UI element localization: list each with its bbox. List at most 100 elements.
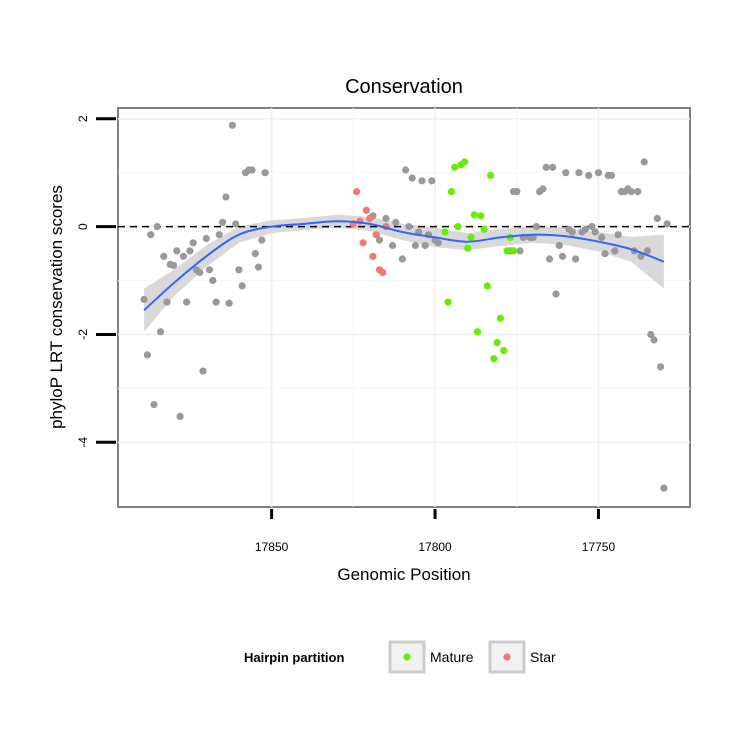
point-mature: [467, 233, 475, 241]
point-mature: [493, 338, 501, 347]
point-other: [225, 299, 233, 307]
point-other: [555, 241, 563, 250]
point-mature: [490, 355, 498, 363]
point-other: [170, 261, 178, 269]
point-other: [653, 214, 661, 223]
legend-key-star: [488, 640, 526, 674]
point-other: [147, 231, 155, 239]
point-star: [366, 214, 374, 223]
legend-title: Hairpin partition: [244, 650, 344, 665]
point-other: [588, 223, 596, 231]
confidence-band: [144, 214, 664, 332]
point-other: [382, 214, 390, 223]
legend-dot-mature: [403, 653, 411, 661]
point-other: [601, 250, 609, 258]
point-other: [647, 330, 655, 339]
point-other: [375, 236, 384, 244]
point-other: [532, 223, 541, 231]
point-other: [660, 484, 668, 492]
point-other: [663, 220, 671, 228]
point-other: [562, 169, 570, 177]
point-mature: [503, 247, 511, 255]
point-other: [209, 276, 217, 285]
chart-title: Conservation: [345, 76, 463, 98]
point-other: [608, 171, 616, 179]
point-other: [150, 401, 158, 409]
x-tick-label: 17750: [582, 540, 616, 554]
point-other: [516, 247, 524, 255]
point-mature: [487, 171, 495, 179]
point-other: [261, 169, 269, 177]
point-star: [359, 239, 367, 247]
point-other: [408, 174, 416, 182]
point-other: [248, 166, 256, 174]
point-mature: [483, 282, 491, 290]
point-other: [392, 218, 400, 226]
y-tick-label: 0: [76, 223, 90, 230]
point-other: [389, 241, 397, 250]
point-other: [411, 241, 419, 250]
point-other: [215, 231, 223, 239]
point-star: [353, 188, 361, 196]
point-other: [143, 351, 151, 359]
x-tick-label: 17850: [255, 540, 289, 554]
point-other: [611, 247, 619, 255]
point-other: [402, 166, 410, 174]
point-other: [434, 239, 442, 247]
point-other: [513, 188, 521, 196]
point-other: [418, 177, 426, 185]
point-other: [163, 298, 171, 306]
point-other: [594, 169, 603, 177]
point-mature: [480, 225, 488, 233]
point-other: [212, 298, 220, 306]
axis-ticks: 17850 17800 17750 2 0 -2 -4: [76, 115, 615, 554]
point-other: [258, 236, 266, 244]
point-other: [189, 239, 197, 247]
point-other: [552, 290, 560, 298]
point-other: [549, 163, 557, 171]
point-other: [542, 163, 550, 171]
point-other: [657, 363, 665, 371]
point-other: [575, 169, 583, 177]
confidence-band-layer: [144, 214, 664, 332]
point-mature: [447, 188, 455, 196]
point-other: [140, 295, 148, 303]
point-star: [362, 206, 370, 214]
point-other: [228, 121, 236, 129]
point-other: [219, 218, 227, 226]
point-other: [238, 282, 246, 290]
y-axis-title: phyloP LRT conservation scores: [47, 185, 66, 429]
point-mature: [460, 158, 469, 166]
point-other: [153, 223, 161, 231]
point-mature: [500, 347, 508, 355]
point-mature: [473, 328, 482, 336]
point-other: [205, 266, 214, 274]
point-other: [196, 268, 204, 277]
y-tick-label: -4: [76, 437, 90, 448]
point-mature: [451, 163, 459, 171]
point-other: [637, 252, 645, 260]
point-other: [428, 177, 436, 185]
point-mature: [454, 223, 462, 231]
legend: Hairpin partition Mature Star: [244, 640, 556, 674]
legend-dot-star: [503, 653, 511, 661]
point-star: [372, 231, 380, 239]
point-other: [173, 247, 181, 255]
point-other: [179, 252, 187, 260]
point-other: [650, 336, 658, 344]
point-other: [202, 234, 210, 243]
smooth-curve-layer: [143, 220, 665, 311]
point-other: [183, 298, 191, 306]
point-other: [405, 223, 413, 231]
point-other: [585, 171, 593, 179]
point-other: [160, 252, 168, 260]
point-star: [379, 268, 387, 277]
plot-panel: [117, 107, 691, 508]
point-other: [232, 220, 240, 228]
point-other: [251, 250, 259, 258]
smooth-curve: [143, 220, 665, 311]
point-other: [640, 158, 648, 166]
point-other: [186, 247, 194, 255]
point-other: [156, 328, 165, 336]
legend-label-mature: Mature: [430, 649, 474, 665]
